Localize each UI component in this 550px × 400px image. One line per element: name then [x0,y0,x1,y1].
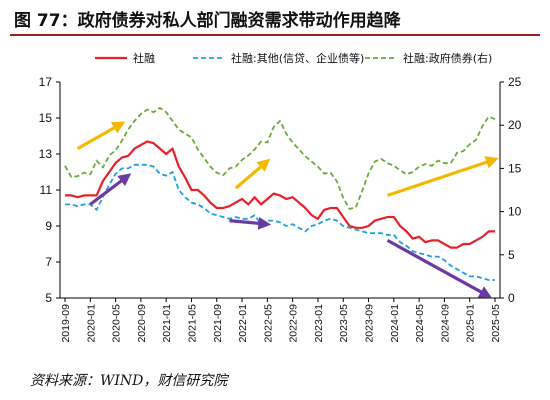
y-tick-label: 5 [45,291,52,305]
axes: 5 7 9 11 13 15 17 0 5 10 15 20 25 2019-09 2020-01 2020-… [39,75,522,343]
series-line-1 [65,140,495,249]
y-tick-label: 11 [40,183,53,197]
x-tick-label: 2020-05 [111,304,123,343]
x-tick-label: 2021-01 [161,304,173,343]
y2-tick-label: 25 [508,75,522,89]
trend-arrow-5 [386,156,499,197]
y2-tick-label: 15 [508,161,522,175]
y2-tick-label: 20 [508,118,522,132]
y2-tick-label: 5 [508,248,515,262]
x-tick-label: 2025-01 [465,304,477,343]
trend-arrow-1 [76,121,126,150]
legend: 社融 社融:其他(信贷、企业债等) 社融:政府债券(右) [95,51,492,65]
x-tick-label: 2021-05 [186,304,198,343]
x-tick-label: 2024-09 [439,304,451,343]
series-line-2 [65,163,495,281]
chart-title: 图 77：政府债券对私人部门融资需求带动作用趋降 [14,11,401,31]
x-tick-label: 2022-09 [288,304,300,343]
y-tick-label: 15 [39,111,53,125]
x-tick-label: 2024-01 [389,304,401,343]
trend-arrow-3 [234,158,271,190]
trend-arrow-2 [89,173,132,206]
legend-label-1: 社融 [133,51,155,65]
x-tick-label: 2023-01 [313,304,325,343]
source-note: 资料来源：WIND，财信研究院 [30,373,228,389]
y-tick-label: 17 [39,75,53,89]
title-rule [10,34,540,36]
legend-label-3: 社融:政府债券(右) [403,51,492,65]
x-tick-label: 2023-05 [338,304,350,343]
x-tick-label: 2019-09 [60,304,72,343]
y-tick-label: 9 [45,219,52,233]
arrow-layer [76,121,499,299]
series-line-3 [64,107,496,210]
trend-arrow-4 [229,216,272,230]
trend-arrow-6 [386,238,493,299]
x-tick-label: 2022-01 [237,304,249,343]
y-tick-label: 13 [39,147,53,161]
y2-tick-label: 0 [508,291,515,305]
x-tick-label: 2022-05 [262,304,274,343]
x-tick-label: 2020-01 [85,304,97,343]
x-tick-label: 2021-09 [212,304,224,343]
x-tick-label: 2024-05 [414,304,426,343]
x-tick-label: 2023-09 [364,304,376,343]
legend-label-2: 社融:其他(信贷、企业债等) [231,51,364,65]
x-tick-label: 2025-05 [490,304,502,343]
y-tick-label: 7 [45,255,52,269]
x-tick-label: 2020-09 [136,304,148,343]
y2-tick-label: 10 [508,205,522,219]
series-layer [64,107,496,281]
